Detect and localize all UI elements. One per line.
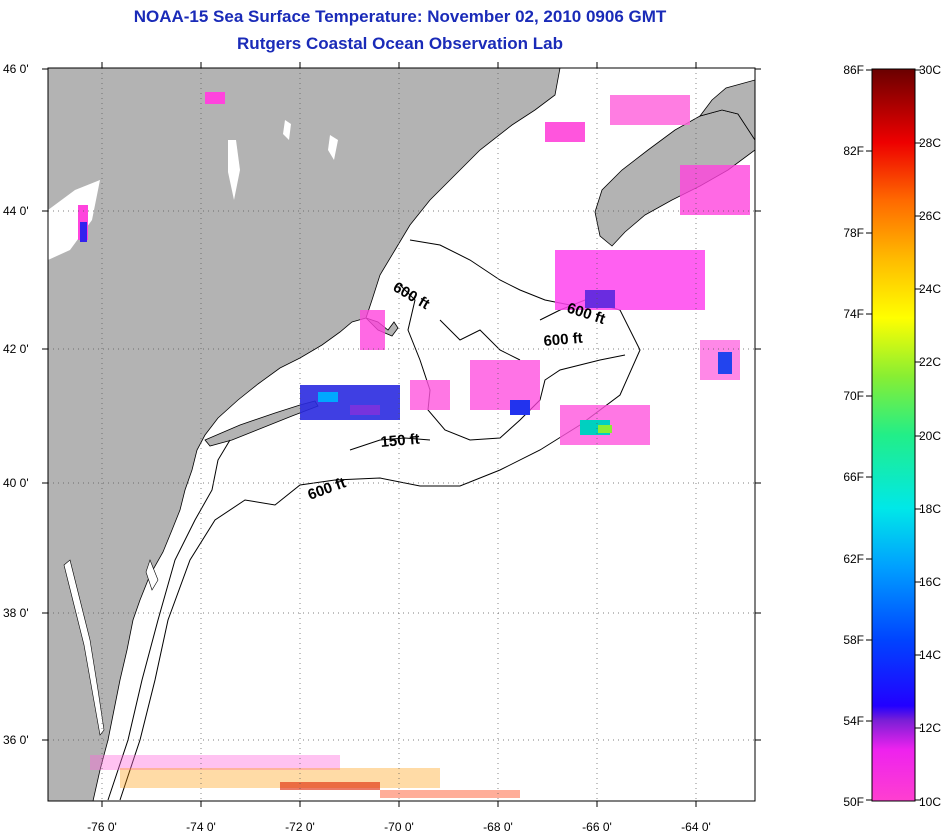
colorbar-ticks	[866, 69, 921, 801]
lon-label: -66 0'	[582, 820, 612, 834]
graticule	[48, 68, 755, 801]
lon-label: -64 0'	[681, 820, 711, 834]
axis-ticks	[42, 62, 761, 807]
lat-label: 44 0'	[3, 204, 29, 218]
contour-label: 600 ft	[543, 330, 584, 350]
lon-label: -68 0'	[483, 820, 513, 834]
land-cape-breton	[698, 79, 755, 141]
map-title: NOAA-15 Sea Surface Temperature: Novembe…	[133, 7, 667, 26]
colorbar-f-label: 78F	[843, 226, 864, 240]
delaware-bay	[145, 559, 159, 591]
lon-label: -76 0'	[87, 820, 117, 834]
inland-lake	[328, 135, 338, 160]
colorbar-c-label: 18C	[919, 502, 941, 516]
colorbar-f-label: 50F	[843, 795, 864, 809]
colorbar-c-label: 28C	[919, 136, 941, 150]
map-frame	[47, 67, 756, 802]
lat-label: 42 0'	[3, 342, 29, 356]
lat-label: 38 0'	[3, 606, 29, 620]
colorbar-c-label: 10C	[919, 795, 941, 809]
colorbar-c-label: 30C	[919, 63, 941, 77]
colorbar-c-label: 20C	[919, 429, 941, 443]
colorbar-f-label: 86F	[843, 63, 864, 77]
colorbar-f-label: 54F	[843, 714, 864, 728]
inland-lake	[48, 180, 100, 260]
inland-lake	[228, 140, 240, 200]
colorbar-f-label: 58F	[843, 633, 864, 647]
lat-label: 46 0'	[3, 62, 29, 76]
colorbar-f-label: 74F	[843, 307, 864, 321]
lon-label: -74 0'	[186, 820, 216, 834]
chesapeake-bay	[63, 559, 105, 736]
lon-label: -72 0'	[285, 820, 315, 834]
colorbar-c-label: 16C	[919, 575, 941, 589]
colorbar-f-label: 62F	[843, 552, 864, 566]
lat-label: 40 0'	[3, 476, 29, 490]
sst-pixels	[78, 92, 750, 798]
land-mainland	[48, 68, 561, 801]
colorbar-c-label: 24C	[919, 282, 941, 296]
contour-label: 150 ft	[380, 431, 421, 451]
lat-label: 36 0'	[3, 733, 29, 747]
sst-colorbar	[871, 68, 916, 802]
colorbar-c-label: 22C	[919, 355, 941, 369]
inland-lake	[283, 120, 291, 140]
colorbar-c-label: 14C	[919, 648, 941, 662]
colorbar-c-label: 26C	[919, 209, 941, 223]
colorbar-f-label: 66F	[843, 470, 864, 484]
depth-contours	[107, 239, 641, 801]
colorbar-c-label: 12C	[919, 721, 941, 735]
colorbar-f-label: 70F	[843, 389, 864, 403]
lon-label: -70 0'	[384, 820, 414, 834]
colorbar-f-label: 82F	[843, 144, 864, 158]
map-subtitle: Rutgers Coastal Ocean Observation Lab	[237, 34, 563, 53]
